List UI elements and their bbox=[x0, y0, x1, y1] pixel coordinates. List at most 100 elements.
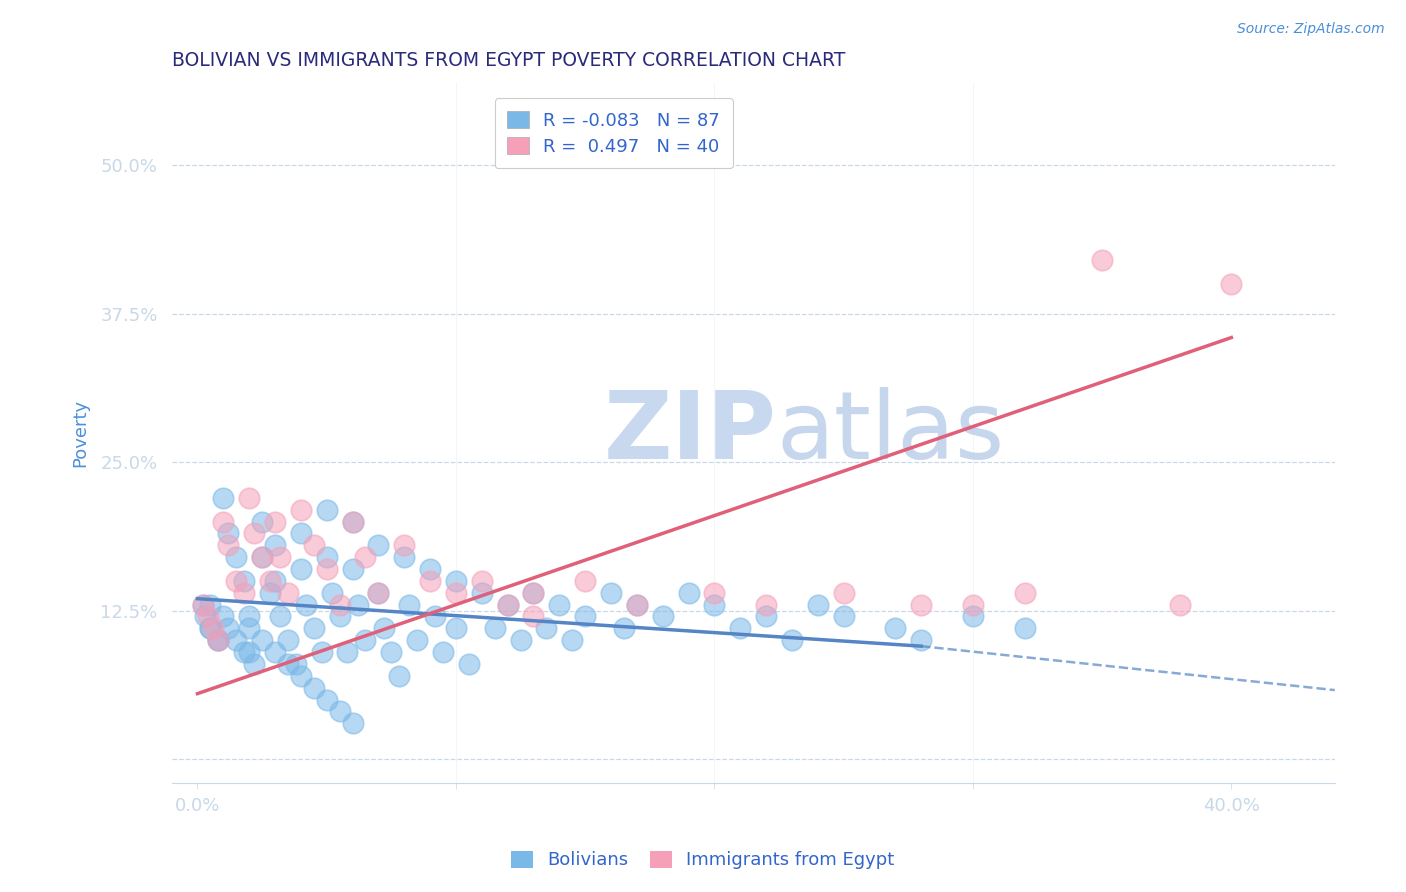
Point bbox=[277, 657, 299, 671]
Point bbox=[626, 598, 648, 612]
Point bbox=[250, 633, 273, 648]
Point bbox=[191, 598, 214, 612]
Point bbox=[574, 609, 596, 624]
Point bbox=[302, 538, 325, 552]
Point bbox=[264, 515, 287, 529]
Legend: R = -0.083   N = 87, R =  0.497   N = 40: R = -0.083 N = 87, R = 0.497 N = 40 bbox=[495, 98, 733, 169]
Point bbox=[780, 633, 803, 648]
Point bbox=[1091, 253, 1114, 268]
Point bbox=[218, 538, 240, 552]
Point bbox=[269, 609, 291, 624]
Point bbox=[522, 586, 544, 600]
Point bbox=[290, 562, 312, 576]
Point bbox=[536, 621, 558, 635]
Point bbox=[200, 598, 222, 612]
Point bbox=[755, 609, 778, 624]
Point bbox=[225, 633, 247, 648]
Point bbox=[548, 598, 571, 612]
Point bbox=[315, 550, 337, 565]
Point bbox=[651, 609, 673, 624]
Point bbox=[315, 692, 337, 706]
Point bbox=[471, 574, 494, 588]
Point bbox=[373, 621, 395, 635]
Point bbox=[302, 621, 325, 635]
Point bbox=[509, 633, 531, 648]
Point bbox=[238, 609, 260, 624]
Point bbox=[225, 550, 247, 565]
Point bbox=[311, 645, 333, 659]
Point bbox=[233, 574, 256, 588]
Point bbox=[600, 586, 623, 600]
Point bbox=[398, 598, 420, 612]
Point bbox=[207, 633, 229, 648]
Point bbox=[250, 550, 273, 565]
Point bbox=[832, 586, 855, 600]
Point bbox=[302, 681, 325, 695]
Y-axis label: Poverty: Poverty bbox=[72, 399, 89, 467]
Point bbox=[290, 526, 312, 541]
Point bbox=[191, 598, 214, 612]
Point bbox=[238, 645, 260, 659]
Point bbox=[212, 515, 235, 529]
Point bbox=[394, 538, 416, 552]
Point bbox=[425, 609, 447, 624]
Point bbox=[342, 716, 364, 731]
Point bbox=[354, 633, 377, 648]
Point bbox=[342, 562, 364, 576]
Point bbox=[703, 586, 725, 600]
Point bbox=[284, 657, 307, 671]
Point bbox=[207, 633, 229, 648]
Point bbox=[264, 574, 287, 588]
Point bbox=[259, 574, 281, 588]
Point bbox=[884, 621, 907, 635]
Point bbox=[394, 550, 416, 565]
Point bbox=[457, 657, 479, 671]
Point bbox=[277, 586, 299, 600]
Point bbox=[444, 621, 467, 635]
Point bbox=[755, 598, 778, 612]
Point bbox=[238, 621, 260, 635]
Point bbox=[522, 609, 544, 624]
Point bbox=[194, 609, 217, 624]
Point bbox=[329, 705, 352, 719]
Legend: Bolivians, Immigrants from Egypt: Bolivians, Immigrants from Egypt bbox=[502, 842, 904, 879]
Point bbox=[496, 598, 519, 612]
Point bbox=[574, 574, 596, 588]
Point bbox=[264, 538, 287, 552]
Point bbox=[212, 491, 235, 505]
Point bbox=[336, 645, 359, 659]
Point bbox=[626, 598, 648, 612]
Point bbox=[243, 657, 266, 671]
Point bbox=[315, 562, 337, 576]
Point bbox=[250, 515, 273, 529]
Point bbox=[730, 621, 752, 635]
Point bbox=[259, 586, 281, 600]
Point bbox=[484, 621, 506, 635]
Point bbox=[613, 621, 636, 635]
Point bbox=[388, 669, 411, 683]
Point bbox=[703, 598, 725, 612]
Point bbox=[367, 586, 389, 600]
Point bbox=[432, 645, 454, 659]
Point bbox=[218, 621, 240, 635]
Point bbox=[444, 586, 467, 600]
Point bbox=[832, 609, 855, 624]
Point bbox=[910, 598, 932, 612]
Point bbox=[962, 598, 984, 612]
Point bbox=[277, 633, 299, 648]
Point bbox=[419, 574, 441, 588]
Point bbox=[269, 550, 291, 565]
Point bbox=[1014, 586, 1036, 600]
Text: atlas: atlas bbox=[776, 386, 1005, 478]
Point bbox=[207, 633, 229, 648]
Point bbox=[342, 515, 364, 529]
Point bbox=[406, 633, 429, 648]
Point bbox=[218, 526, 240, 541]
Point bbox=[910, 633, 932, 648]
Point bbox=[522, 586, 544, 600]
Point bbox=[197, 609, 219, 624]
Text: BOLIVIAN VS IMMIGRANTS FROM EGYPT POVERTY CORRELATION CHART: BOLIVIAN VS IMMIGRANTS FROM EGYPT POVERT… bbox=[172, 51, 845, 70]
Text: Source: ZipAtlas.com: Source: ZipAtlas.com bbox=[1237, 22, 1385, 37]
Point bbox=[250, 550, 273, 565]
Point bbox=[354, 550, 377, 565]
